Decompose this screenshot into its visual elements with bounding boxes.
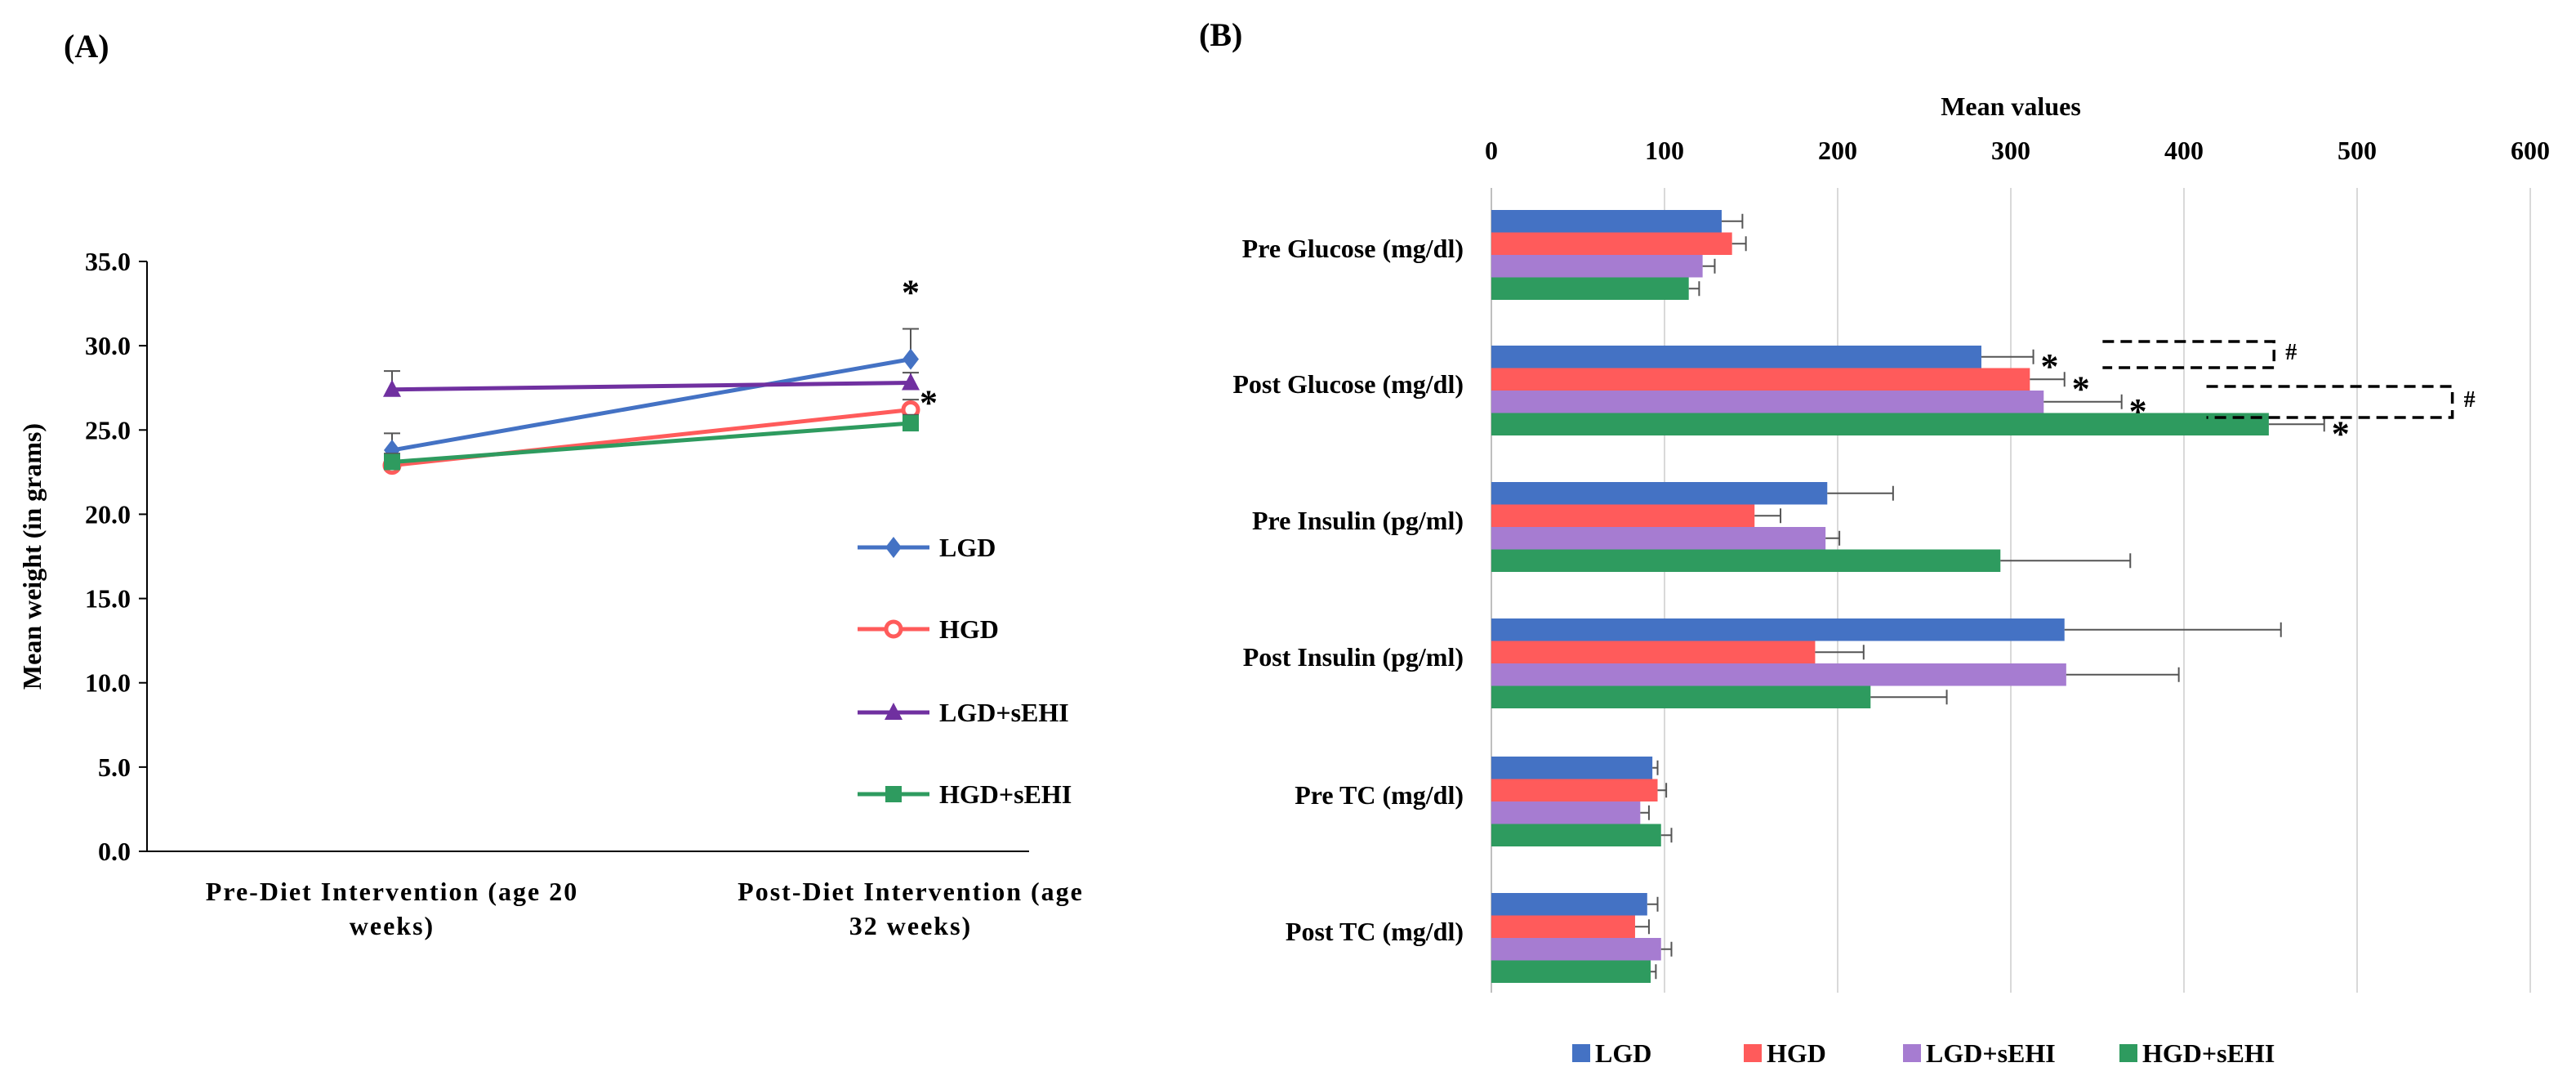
bar-hgd: [1491, 504, 1755, 527]
y-tick-label: 35.0: [85, 247, 131, 276]
x-tick-label: 100: [1645, 136, 1684, 165]
x-tick-label: 300: [1991, 136, 2030, 165]
bar-hgd: [1491, 232, 1732, 255]
y-tick-label: 15.0: [85, 584, 131, 614]
legend-label-lgd: LGD: [939, 533, 996, 562]
bar-hgd: [1491, 641, 1816, 663]
bar-hgd: [1491, 779, 1658, 801]
category-label: Post TC (mg/dl): [1286, 917, 1464, 946]
bar-hgd-sehi: [1491, 960, 1651, 983]
x-category-label: 32 weeks): [849, 911, 972, 940]
data-point-hgd-sehi: [902, 415, 919, 432]
category-label: Pre Insulin (pg/ml): [1252, 506, 1464, 535]
significance-star: *: [2072, 368, 2090, 409]
bar-hgd-sehi: [1491, 277, 1689, 300]
y-tick-label: 20.0: [85, 499, 131, 529]
legend-marker-hgd: [884, 619, 903, 639]
panel-label-b: (B): [1199, 16, 1242, 53]
data-point-lgd-sehi: [383, 379, 401, 397]
bar-lgd: [1491, 757, 1653, 779]
bar-hgd: [1491, 915, 1635, 938]
series-line-hgd-sehi: [391, 421, 911, 464]
hash-annotation: #: [2285, 340, 2297, 365]
legend-label-lgd-sehi: LGD+sEHI: [939, 698, 1069, 727]
bar-lgd: [1491, 618, 2065, 641]
y-tick-label: 5.0: [98, 752, 131, 782]
legend-label-lgd: LGD: [1595, 1038, 1651, 1068]
significance-star: *: [2332, 413, 2350, 453]
bar-hgd-sehi: [1491, 685, 1871, 708]
series-line-lgd: [391, 357, 911, 453]
bar-lgd-sehi: [1491, 938, 1661, 961]
legend-marker-lgd: [885, 537, 902, 558]
legend-swatch-hgd: [1744, 1044, 1762, 1062]
legend-marker-lgd-sehi: [885, 703, 902, 720]
y-tick-label: 25.0: [85, 415, 131, 444]
y-axis-title: Mean weight (in grams): [17, 423, 47, 690]
significance-star: *: [2041, 346, 2059, 386]
bar-hgd-sehi: [1491, 824, 1661, 846]
series-line-lgd-sehi: [391, 381, 911, 392]
bar-hgd-sehi: [1491, 549, 2001, 572]
legend-label-hgd: HGD: [939, 614, 999, 644]
x-category-label: Post-Diet Intervention (age: [738, 877, 1084, 906]
x-axis-title: Mean values: [1941, 92, 2081, 121]
bar-lgd-sehi: [1491, 391, 2044, 413]
legend-label-hgd: HGD: [1767, 1038, 1826, 1068]
significance-star: *: [902, 273, 920, 313]
x-tick-label: 500: [2338, 136, 2377, 165]
bar-lgd: [1491, 346, 1981, 368]
x-category-label: Pre-Diet Intervention (age 20: [206, 877, 578, 906]
y-tick-label: 0.0: [98, 837, 131, 866]
data-point-hgd-sehi: [384, 453, 400, 471]
legend-label-hgd-sehi: HGD+sEHI: [939, 779, 1072, 809]
y-tick-label: 30.0: [85, 331, 131, 360]
bar-lgd: [1491, 210, 1722, 233]
category-label: Post Insulin (pg/ml): [1243, 642, 1464, 672]
data-point-lgd-sehi: [902, 373, 920, 391]
panel-a: (A) 0.0 5.0 10.0 15.0 20.0 25.0 30.0 35.0 Mean we…: [17, 28, 1084, 940]
bar-hgd: [1491, 368, 2030, 391]
legend-label-lgd-sehi: LGD+sEHI: [1926, 1038, 2056, 1068]
bar-lgd: [1491, 893, 1647, 916]
x-tick-label: 200: [1818, 136, 1857, 165]
bar-lgd-sehi: [1491, 801, 1641, 824]
panel-b: (B) Mean values 0 100 200 300 400 500 600 Pre Glu…: [1199, 16, 2550, 1068]
data-point-lgd: [902, 348, 919, 370]
legend-swatch-lgd: [1572, 1044, 1590, 1062]
y-tick-label: 10.0: [85, 668, 131, 698]
x-tick-label: 400: [2164, 136, 2204, 165]
significance-star: *: [2129, 391, 2147, 431]
category-label: Pre Glucose (mg/dl): [1242, 234, 1464, 263]
x-tick-label: 0: [1485, 136, 1498, 165]
legend-swatch-lgd-sehi: [1903, 1044, 1921, 1062]
category-label: Pre TC (mg/dl): [1295, 780, 1464, 810]
legend-marker-hgd-sehi: [885, 786, 902, 802]
panel-label-a: (A): [64, 28, 109, 65]
bar-lgd-sehi: [1491, 663, 2066, 686]
significance-star: *: [920, 383, 938, 423]
comparison-bracket: [2102, 340, 2275, 369]
bar-lgd-sehi: [1491, 255, 1703, 278]
bar-lgd: [1491, 482, 1828, 505]
bar-lgd-sehi: [1491, 527, 1826, 550]
x-category-label: weeks): [350, 911, 435, 940]
legend-label-hgd-sehi: HGD+sEHI: [2142, 1038, 2275, 1068]
bar-hgd-sehi: [1491, 413, 2269, 435]
legend-swatch-hgd-sehi: [2119, 1044, 2137, 1062]
x-tick-label: 600: [2511, 136, 2550, 165]
hash-annotation: #: [2464, 387, 2476, 413]
category-label: Post Glucose (mg/dl): [1232, 369, 1464, 399]
comparison-bracket: [2206, 385, 2454, 419]
